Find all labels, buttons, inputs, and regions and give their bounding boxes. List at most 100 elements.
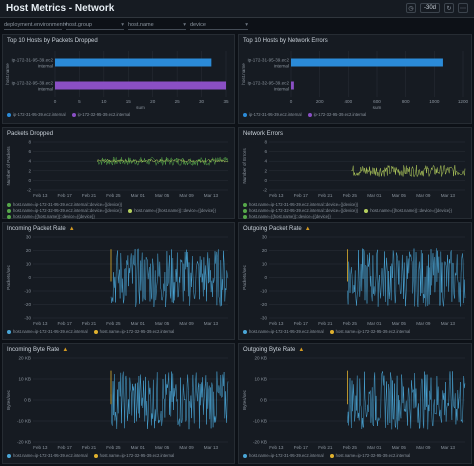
more-icon[interactable]: ⋯ — [458, 3, 468, 13]
y-tick-label: 30 — [262, 235, 268, 240]
legend-item[interactable]: host.name={{host.name}}::device={{device… — [243, 214, 331, 219]
legend: host.name=ip-172-31-95-39.ec2.internal::… — [243, 202, 467, 219]
panel-outgoing-packet-rate[interactable]: Outgoing Packet Rate ▲ Packets/sec 30 20 10 0… — [238, 222, 472, 340]
y-tick-label: ip-172-32-95-39.ec2 — [248, 81, 290, 86]
legend-item[interactable]: host.name={{host.name}}::device={{device… — [128, 208, 216, 213]
x-tick-label: 400 — [344, 99, 352, 104]
legend-item[interactable]: host.name=ip-172-32-95-39.ec2.internal — [93, 329, 175, 334]
legend-label: host.name=ip-172-32-95-39.ec2.internal — [99, 329, 175, 334]
legend-item[interactable]: host.name=ip-172-32-95-39.ec2.internal — [329, 329, 411, 334]
legend-swatch — [7, 208, 11, 213]
legend-swatch — [364, 208, 369, 213]
filter-deployment-environment[interactable]: deployment.environment ▾ — [4, 20, 67, 30]
y-tick-label: 0 — [264, 178, 267, 183]
panel-outgoing-byte-rate[interactable]: Outgoing Byte Rate ▲ Bytes/sec 20 KB 10 KB 0… — [238, 343, 472, 464]
x-tick-label: Mar 13 — [204, 445, 219, 450]
legend-swatch — [7, 112, 11, 117]
y-axis-label: host.name — [241, 63, 246, 85]
legend-swatch — [7, 214, 11, 219]
series-line — [110, 371, 229, 430]
legend-label: host.name=ip-172-32-95-39.ec2.internal — [335, 329, 411, 334]
x-tick-label: 15 — [126, 99, 132, 104]
series-line — [110, 248, 229, 308]
x-tick-label: Feb 17 — [294, 445, 309, 450]
warning-icon[interactable]: ▲ — [68, 226, 75, 232]
x-tick-label: Mar 05 — [392, 321, 407, 326]
x-tick-label: Mar 13 — [441, 445, 456, 450]
x-tick-label: Feb 25 — [343, 445, 358, 450]
panel-top-hosts-packets-dropped[interactable]: Top 10 Hosts by Packets Dropped host.nam… — [2, 34, 235, 124]
legend: host.name=ip-172-31-95-39.ec2.internal ho… — [7, 329, 230, 334]
warning-icon[interactable]: ▲ — [62, 347, 69, 353]
legend-item[interactable]: ip-172-31-95-39.ec2.internal — [243, 112, 302, 117]
legend-item[interactable]: host.name={{host.name}}::device={{device… — [364, 208, 452, 213]
legend-swatch — [128, 208, 133, 213]
clock-icon[interactable]: ◷ — [405, 3, 416, 13]
warning-icon[interactable]: ▲ — [298, 347, 305, 353]
panel-title: Outgoing Byte Rate — [243, 347, 296, 353]
x-tick-label: Mar 01 — [367, 445, 382, 450]
legend-swatch — [243, 202, 247, 207]
legend-item[interactable]: host.name=ip-172-31-95-39.ec2.internal — [7, 329, 88, 334]
legend-label: host.name={{host.name}}::device={{device… — [13, 214, 95, 219]
legend-label: host.name=ip-172-31-95-39.ec2.internal — [13, 329, 88, 334]
legend-label: ip-172-31-95-39.ec2.internal — [249, 112, 302, 117]
legend-item[interactable]: host.name=ip-172-31-95-39.ec2.internal::… — [243, 202, 358, 207]
legend-item[interactable]: host.name={{host.name}}::device={{device… — [7, 214, 95, 219]
x-tick-label: Mar 01 — [131, 193, 146, 198]
panel-title: Incoming Byte Rate — [7, 347, 60, 353]
panel-title: Network Errors — [243, 131, 284, 137]
legend-item[interactable]: host.name=ip-172-31-95-39.ec2.internal — [243, 329, 324, 334]
refresh-icon[interactable]: ↻ — [444, 3, 454, 13]
legend-item[interactable]: host.name=ip-172-32-95-39.ec2.internal — [93, 453, 175, 458]
legend-label: host.name=ip-172-32-95-39.ec2.internal — [99, 453, 175, 458]
warning-icon[interactable]: ▲ — [304, 226, 311, 232]
legend: host.name=ip-172-31-95-39.ec2.internal::… — [7, 202, 230, 219]
filter-host-group[interactable]: host.group ▾ — [66, 20, 124, 30]
panel-top-hosts-network-errors[interactable]: Top 10 Hosts by Network Errors host.name… — [238, 34, 472, 124]
x-tick-label: Mar 05 — [392, 445, 407, 450]
legend-item[interactable]: ip-172-32-95-39.ec2.internal — [307, 112, 366, 117]
time-range-button[interactable]: -30d — [419, 3, 440, 13]
panel-incoming-packet-rate[interactable]: Incoming Packet Rate ▲ Packets/sec 30 20 10 0… — [2, 222, 235, 340]
x-tick-label: 10 — [101, 99, 107, 104]
legend: host.name=ip-172-31-95-39.ec2.internal ho… — [7, 453, 230, 458]
x-tick-label: Feb 17 — [294, 321, 309, 326]
x-tick-label: Feb 21 — [318, 193, 333, 198]
y-tick-label: 10 — [262, 262, 268, 267]
panel-network-errors[interactable]: Network Errors Number of Errors 8 6 4 2 0 -2 Fe… — [238, 127, 472, 219]
legend: host.name=ip-172-31-95-39.ec2.internal ho… — [243, 453, 467, 458]
legend-item[interactable]: host.name=ip-172-31-95-39.ec2.internal — [7, 453, 88, 458]
y-tick-label: 6 — [28, 149, 31, 154]
legend-item[interactable]: ip-172-31-95-39.ec2.internal — [7, 112, 66, 117]
legend-item[interactable]: ip-172-32-95-39.ec2.internal — [71, 112, 130, 117]
legend-item[interactable]: host.name=ip-172-31-95-39.ec2.internal — [243, 453, 324, 458]
x-tick-label: Feb 17 — [294, 193, 309, 198]
legend-item[interactable]: host.name=ip-172-32-95-39.ec2.internal::… — [7, 208, 122, 213]
legend-label: host.name=ip-172-31-95-39.ec2.internal — [249, 453, 324, 458]
legend: ip-172-31-95-39.ec2.internal ip-172-32-95… — [243, 112, 467, 117]
legend-item[interactable]: host.name=ip-172-32-95-39.ec2.internal::… — [243, 208, 358, 213]
y-tick-label: internal — [274, 87, 289, 92]
y-axis-label: Packets/sec — [242, 264, 247, 289]
y-axis-label: Bytes/sec — [6, 389, 11, 410]
panel-incoming-byte-rate[interactable]: Incoming Byte Rate ▲ Bytes/sec 20 KB 10 KB 0… — [2, 343, 235, 464]
y-tick-label: 0 — [264, 275, 267, 280]
y-tick-label: -20 KB — [17, 440, 31, 445]
legend-swatch — [7, 329, 11, 334]
filter-host-name[interactable]: host.name ▾ — [128, 20, 186, 30]
panel-packets-dropped[interactable]: Packets Dropped Number of Packets 8 6 4 2 0 -2… — [2, 127, 235, 219]
legend-item[interactable]: host.name=ip-172-32-95-39.ec2.internal — [329, 453, 410, 458]
x-tick-label: Feb 25 — [343, 193, 358, 198]
legend-item[interactable]: host.name=ip-172-31-95-39.ec2.internal::… — [7, 202, 122, 207]
dashboard-header: Host Metrics - Network ◷ -30d ↻ ⋯ — [0, 0, 474, 18]
y-tick-label: 20 KB — [18, 356, 31, 361]
x-tick-label: Feb 21 — [318, 321, 333, 326]
x-tick-label: Feb 21 — [82, 321, 97, 326]
filter-device[interactable]: device ▾ — [190, 20, 248, 30]
chevron-down-icon: ▾ — [183, 22, 186, 28]
y-tick-label: -2 — [263, 188, 268, 193]
y-tick-label: -10 KB — [253, 419, 267, 424]
x-tick-label: Mar 09 — [179, 193, 194, 198]
